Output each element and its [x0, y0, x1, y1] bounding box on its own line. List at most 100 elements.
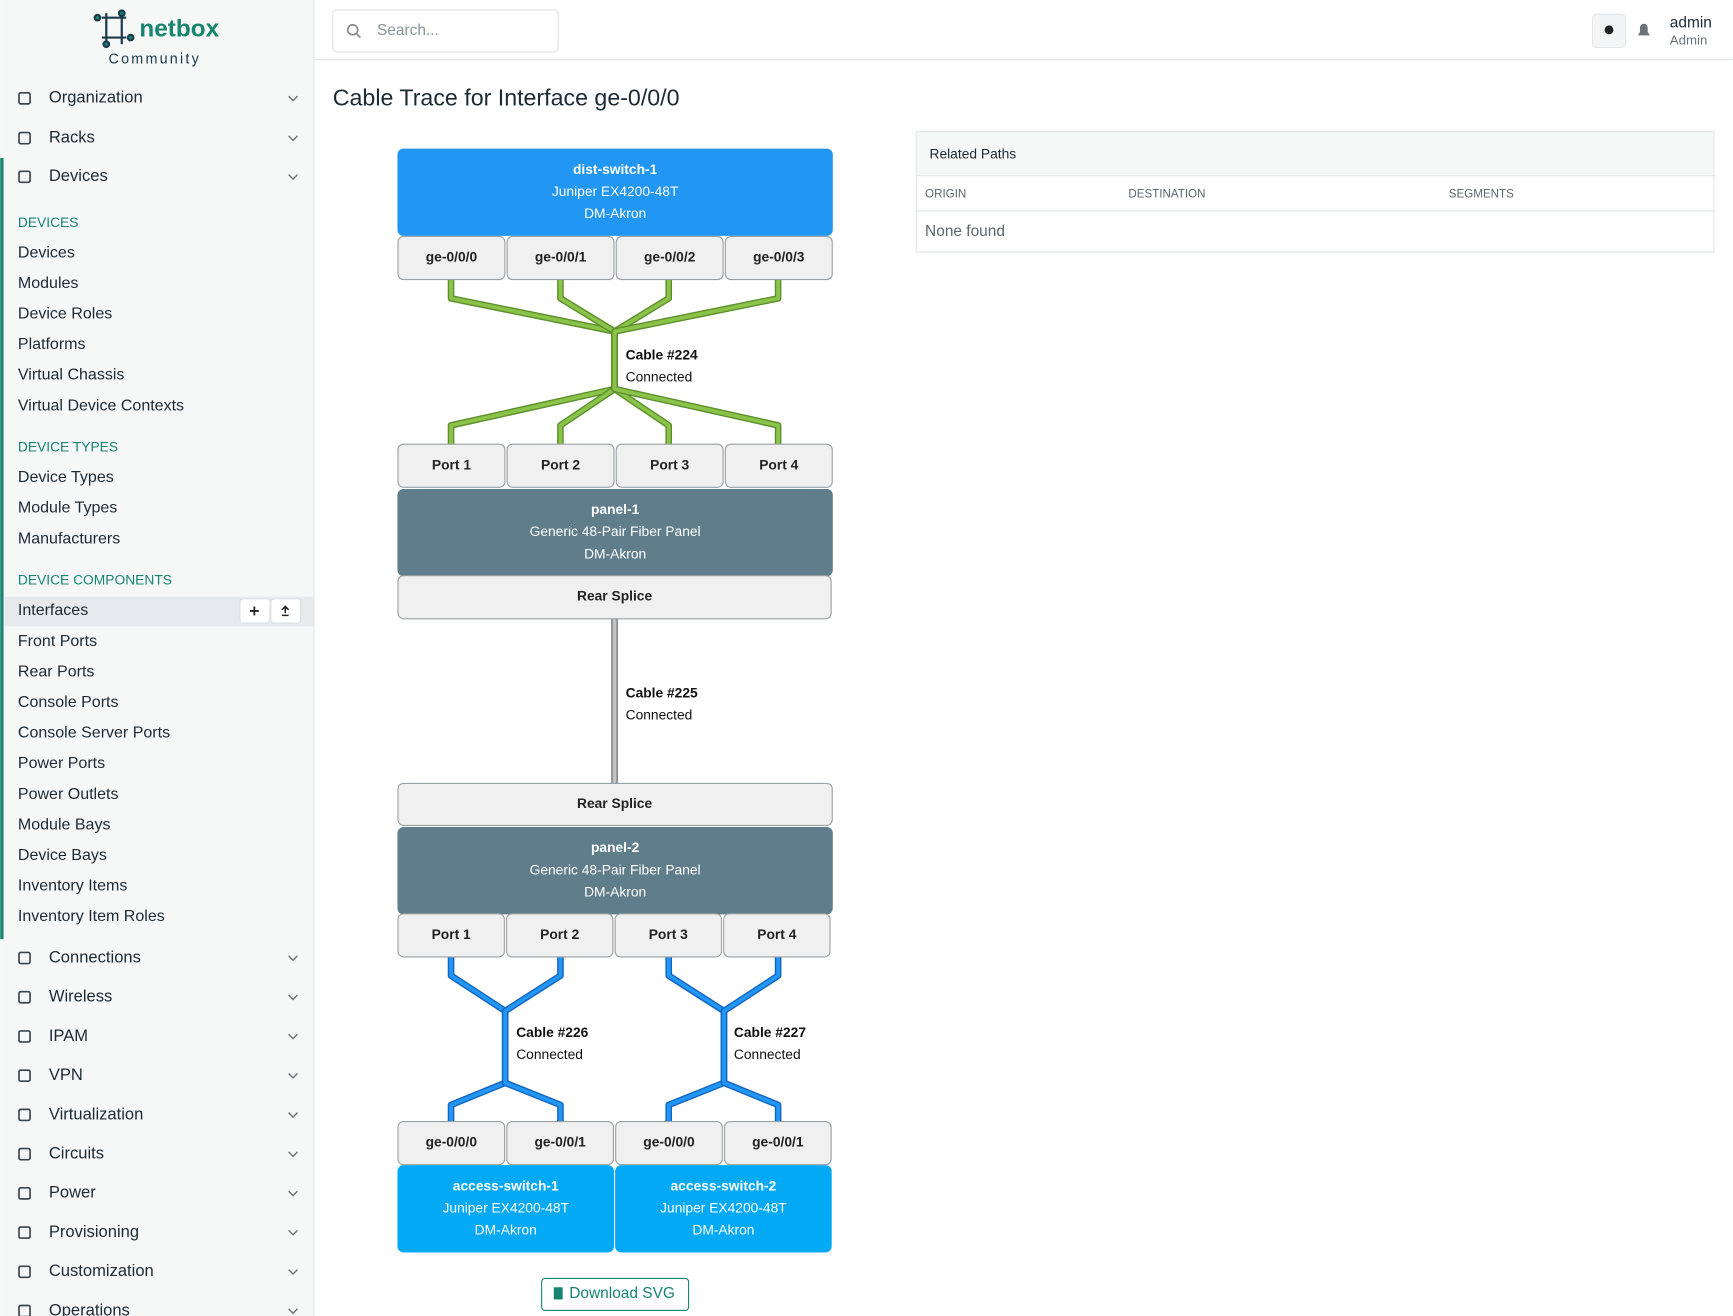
- cable-label: Cable #225: [626, 685, 698, 701]
- port-label: ge-0/0/3: [753, 249, 805, 265]
- port: [506, 913, 614, 958]
- menu-item[interactable]: Organization: [49, 88, 143, 107]
- menu-item[interactable]: Connections: [49, 947, 141, 966]
- menu-item[interactable]: Circuits: [49, 1143, 104, 1162]
- menu-item[interactable]: Customization: [49, 1261, 154, 1280]
- menu-link[interactable]: Inventory Item Roles: [18, 907, 165, 925]
- chevron: [288, 994, 298, 1001]
- device-site: DM-Akron: [584, 545, 646, 561]
- port: [397, 913, 505, 958]
- menu-link[interactable]: Rear Ports: [18, 662, 95, 680]
- menu-link[interactable]: Console Server Ports: [18, 724, 170, 742]
- port-label: Port 4: [759, 456, 798, 472]
- port: [724, 443, 833, 488]
- menu-link[interactable]: Power Outlets: [18, 785, 119, 803]
- menu-link[interactable]: Virtual Chassis: [18, 366, 125, 384]
- menu-item[interactable]: Wireless: [49, 987, 113, 1006]
- menu-link[interactable]: Front Ports: [18, 632, 97, 650]
- menu-link[interactable]: Modules: [18, 274, 79, 292]
- cable-status: Connected: [626, 707, 693, 723]
- menu-icon: [18, 170, 31, 184]
- cable: [722, 956, 781, 1122]
- menu-link[interactable]: Power Ports: [18, 754, 105, 772]
- menu-icon: [18, 91, 31, 105]
- menu-link[interactable]: Device Roles: [18, 304, 112, 322]
- menu-item[interactable]: Devices: [49, 166, 108, 185]
- column-header: SEGMENTS: [1449, 188, 1514, 201]
- import-icon[interactable]: [281, 605, 290, 617]
- menu-link[interactable]: Module Bays: [18, 815, 111, 833]
- menu-link[interactable]: Virtual Device Contexts: [18, 396, 184, 414]
- port: [723, 1120, 832, 1166]
- panel-box: [397, 827, 833, 915]
- menu-icon: [18, 1226, 31, 1239]
- menu-item[interactable]: VPN: [49, 1065, 83, 1084]
- port: [397, 235, 506, 281]
- user-name[interactable]: admin: [1670, 14, 1712, 31]
- port-label: ge-0/0/1: [752, 1134, 804, 1150]
- column-header: DESTINATION: [1128, 188, 1205, 201]
- download-button[interactable]: [541, 1277, 690, 1312]
- empty-message: None found: [925, 223, 1005, 240]
- port-label: Rear Splice: [577, 795, 652, 811]
- device-site: DM-Akron: [584, 883, 646, 899]
- section-title: DEVICES: [18, 214, 79, 230]
- device-model: Juniper EX4200-48T: [660, 1199, 787, 1215]
- menu-icon: [18, 1304, 31, 1316]
- port-label: Rear Splice: [577, 587, 652, 603]
- port-label: ge-0/0/2: [644, 249, 696, 265]
- menu-item[interactable]: Racks: [49, 127, 95, 146]
- rear-port: [397, 782, 833, 826]
- chevron: [288, 1269, 298, 1276]
- search-box[interactable]: [332, 9, 559, 53]
- file-icon: [553, 1287, 563, 1300]
- cable-status: Connected: [626, 369, 693, 385]
- port: [397, 1120, 506, 1166]
- port-label: Port 3: [650, 456, 689, 472]
- menu-item[interactable]: Power: [49, 1183, 96, 1202]
- menu-item[interactable]: IPAM: [49, 1026, 88, 1045]
- device-name: access-switch-2: [670, 1177, 776, 1193]
- menu-link[interactable]: Inventory Items: [18, 877, 127, 895]
- menu-link[interactable]: Console Ports: [18, 693, 119, 711]
- bell-icon[interactable]: [1637, 23, 1650, 36]
- logo-icon: [93, 9, 135, 49]
- chevron: [288, 1190, 298, 1197]
- column-header: ORIGIN: [925, 188, 966, 201]
- menu-link[interactable]: Device Bays: [18, 846, 107, 864]
- port: [506, 443, 615, 488]
- chevron: [288, 95, 298, 102]
- download-label[interactable]: Download SVG: [569, 1285, 675, 1302]
- menu-link[interactable]: Interfaces: [18, 601, 88, 619]
- menu-link[interactable]: Module Types: [18, 499, 117, 517]
- menu-link[interactable]: Manufacturers: [18, 529, 120, 547]
- user-role: Admin: [1670, 32, 1708, 47]
- card-header: [916, 132, 1714, 177]
- menu-link[interactable]: Devices: [18, 243, 75, 261]
- rear-port: [397, 575, 832, 620]
- menu-icon: [18, 1069, 31, 1083]
- search-placeholder[interactable]: Search...: [377, 22, 439, 39]
- device-name: dist-switch-1: [573, 161, 658, 177]
- card-title: Related Paths: [929, 145, 1016, 161]
- chevron: [288, 1112, 298, 1119]
- menu-item[interactable]: Operations: [49, 1300, 130, 1316]
- chevron: [288, 1151, 298, 1158]
- device-model: Generic 48-Pair Fiber Panel: [530, 523, 701, 539]
- menu-link[interactable]: Device Types: [18, 468, 114, 486]
- port-label: ge-0/0/0: [426, 249, 478, 265]
- port-label: ge-0/0/0: [426, 1134, 478, 1150]
- cable-status: Connected: [734, 1046, 801, 1062]
- chevron: [288, 174, 298, 181]
- cable: [612, 279, 781, 445]
- menu-link[interactable]: Platforms: [18, 335, 86, 353]
- menu-item[interactable]: Virtualization: [49, 1104, 144, 1123]
- section-title: DEVICE TYPES: [18, 439, 118, 455]
- plus-icon[interactable]: [249, 606, 259, 616]
- lightbulb-icon: [1604, 25, 1614, 35]
- device-box: [397, 148, 833, 236]
- port-label: Port 1: [432, 926, 471, 942]
- menu-item[interactable]: Provisioning: [49, 1222, 139, 1241]
- port-label: Port 1: [432, 456, 471, 472]
